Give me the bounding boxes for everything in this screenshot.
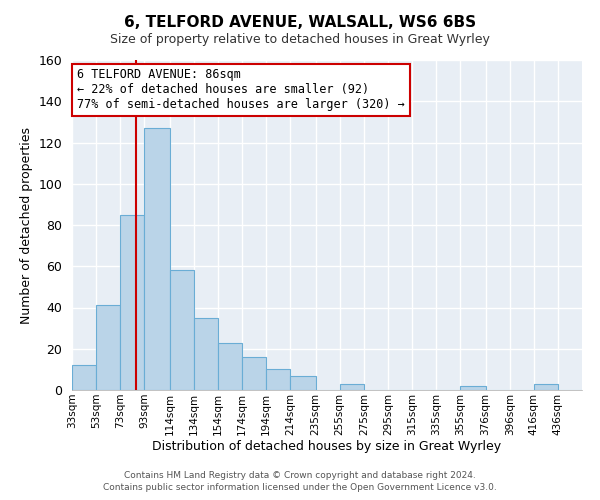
Bar	[170, 270, 194, 390]
Bar	[120, 214, 145, 390]
Bar	[72, 365, 96, 390]
Bar	[96, 306, 120, 390]
Text: Size of property relative to detached houses in Great Wyrley: Size of property relative to detached ho…	[110, 32, 490, 46]
Y-axis label: Number of detached properties: Number of detached properties	[20, 126, 33, 324]
Bar	[290, 376, 316, 390]
Text: Contains HM Land Registry data © Crown copyright and database right 2024.
Contai: Contains HM Land Registry data © Crown c…	[103, 471, 497, 492]
Text: 6, TELFORD AVENUE, WALSALL, WS6 6BS: 6, TELFORD AVENUE, WALSALL, WS6 6BS	[124, 15, 476, 30]
Bar	[266, 370, 290, 390]
Bar	[340, 384, 364, 390]
Bar	[145, 128, 170, 390]
Bar	[242, 357, 266, 390]
Bar	[194, 318, 218, 390]
X-axis label: Distribution of detached houses by size in Great Wyrley: Distribution of detached houses by size …	[152, 440, 502, 454]
Bar	[534, 384, 558, 390]
Text: 6 TELFORD AVENUE: 86sqm
← 22% of detached houses are smaller (92)
77% of semi-de: 6 TELFORD AVENUE: 86sqm ← 22% of detache…	[77, 68, 405, 112]
Bar	[218, 342, 242, 390]
Bar	[460, 386, 485, 390]
